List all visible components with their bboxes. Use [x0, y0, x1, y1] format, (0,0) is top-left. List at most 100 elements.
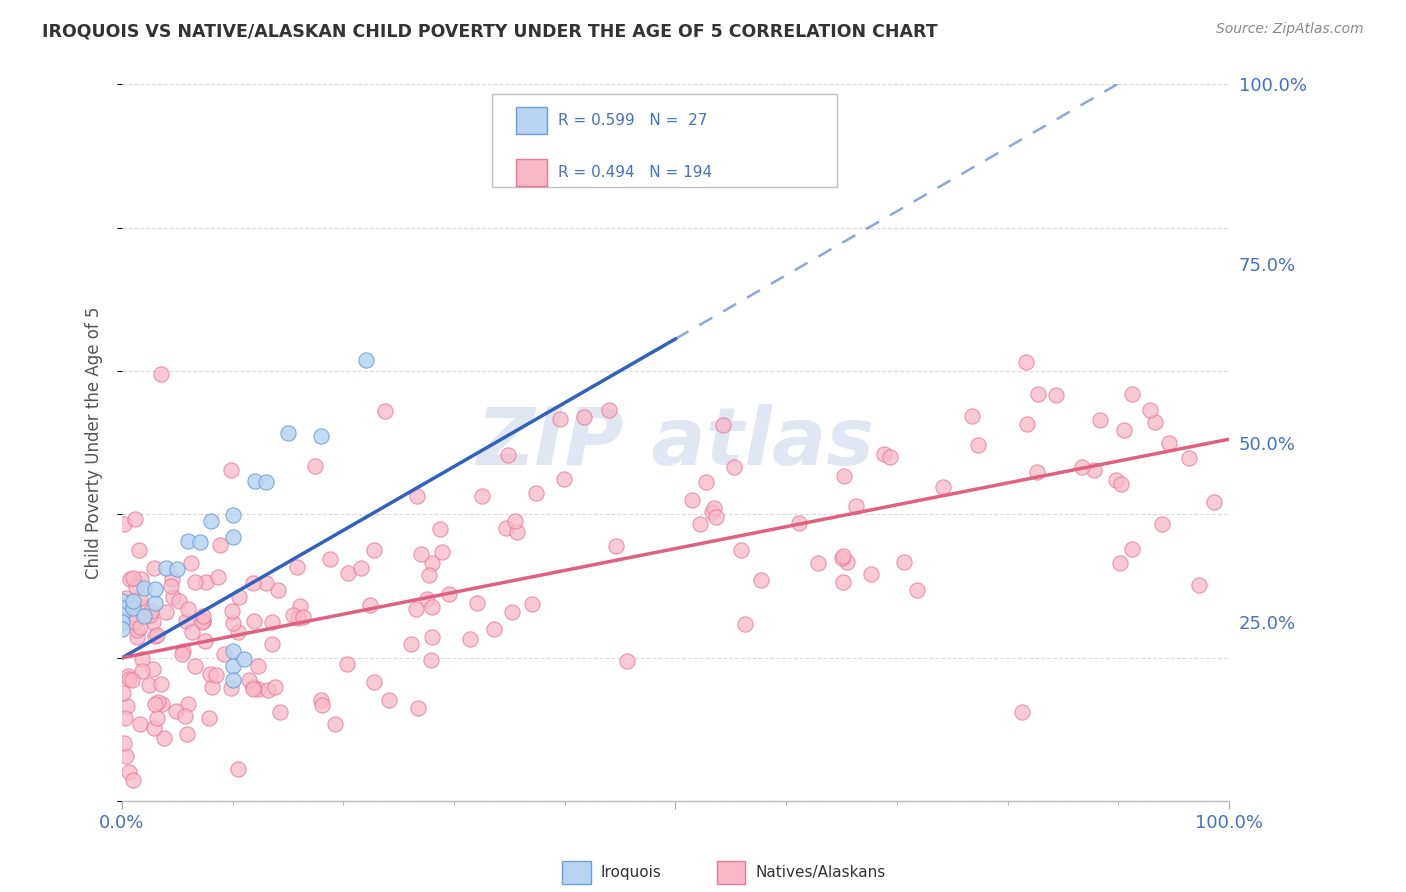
Point — [482, 622, 505, 636]
Point — [1011, 706, 1033, 720]
Point — [681, 493, 703, 508]
Point — [506, 525, 529, 540]
Point — [311, 698, 333, 713]
Point — [350, 561, 373, 575]
Point — [1025, 465, 1047, 479]
Point — [879, 450, 901, 465]
Point — [138, 678, 160, 692]
Point — [835, 555, 858, 569]
Point — [605, 539, 627, 553]
Point — [118, 765, 141, 780]
Point — [162, 590, 184, 604]
Point — [553, 472, 575, 486]
Point — [1105, 473, 1128, 487]
Point — [374, 404, 396, 418]
Point — [111, 615, 134, 629]
Point — [115, 748, 138, 763]
Point — [807, 556, 830, 570]
Point — [128, 543, 150, 558]
Point — [111, 593, 134, 607]
Point — [222, 508, 245, 523]
Point — [292, 610, 315, 624]
Point — [184, 658, 207, 673]
Point — [117, 698, 139, 713]
Point — [124, 580, 146, 594]
Point — [893, 555, 915, 569]
Point — [243, 614, 266, 628]
Point — [112, 736, 135, 750]
Point — [139, 608, 162, 623]
Point — [264, 680, 287, 694]
Point — [323, 717, 346, 731]
Point — [177, 697, 200, 711]
Point — [222, 644, 245, 658]
Point — [702, 505, 724, 519]
Point — [267, 583, 290, 598]
Point — [143, 596, 166, 610]
Point — [359, 598, 381, 612]
Point — [129, 591, 152, 605]
Point — [212, 647, 235, 661]
Point — [172, 644, 194, 658]
Point — [845, 499, 868, 513]
Point — [160, 579, 183, 593]
Point — [730, 543, 752, 558]
Text: Iroquois: Iroquois — [600, 865, 661, 880]
Point — [143, 629, 166, 643]
Point — [129, 620, 152, 634]
Point — [193, 614, 215, 628]
Point — [1045, 387, 1067, 401]
Point — [932, 480, 955, 494]
Point — [405, 602, 427, 616]
Point — [173, 708, 195, 723]
Point — [1139, 403, 1161, 417]
Point — [689, 516, 711, 531]
Point — [180, 556, 202, 570]
Point — [723, 460, 745, 475]
Point — [548, 411, 571, 425]
Point — [166, 561, 188, 575]
Point — [734, 617, 756, 632]
Point — [141, 604, 163, 618]
Point — [124, 512, 146, 526]
Point — [242, 575, 264, 590]
Point — [247, 682, 270, 697]
Text: Source: ZipAtlas.com: Source: ZipAtlas.com — [1216, 22, 1364, 37]
Point — [832, 469, 855, 483]
Point — [257, 683, 280, 698]
Point — [111, 600, 134, 615]
Point — [262, 637, 284, 651]
Point — [247, 658, 270, 673]
Point — [832, 549, 855, 563]
Point — [420, 556, 443, 570]
Point — [495, 521, 517, 535]
Point — [1114, 423, 1136, 437]
Point — [465, 596, 488, 610]
Point — [188, 534, 211, 549]
Point — [1108, 557, 1130, 571]
Point — [1152, 517, 1174, 532]
Point — [1026, 386, 1049, 401]
Point — [430, 545, 453, 559]
Point — [860, 567, 883, 582]
Text: Natives/Alaskans: Natives/Alaskans — [755, 865, 886, 880]
Point — [572, 409, 595, 424]
Point — [112, 516, 135, 531]
Point — [152, 731, 174, 746]
Point — [616, 654, 638, 668]
Point — [319, 551, 342, 566]
Point — [905, 582, 928, 597]
Point — [749, 573, 772, 587]
Point — [418, 568, 440, 582]
Point — [832, 574, 855, 589]
Point — [200, 514, 222, 528]
Point — [420, 600, 443, 615]
Point — [437, 587, 460, 601]
Point — [165, 704, 187, 718]
Point — [143, 721, 166, 735]
Point — [287, 611, 309, 625]
Text: IROQUOIS VS NATIVE/ALASKAN CHILD POVERTY UNDER THE AGE OF 5 CORRELATION CHART: IROQUOIS VS NATIVE/ALASKAN CHILD POVERTY… — [42, 22, 938, 40]
Point — [167, 594, 190, 608]
Point — [1017, 417, 1039, 431]
Point — [152, 697, 174, 711]
